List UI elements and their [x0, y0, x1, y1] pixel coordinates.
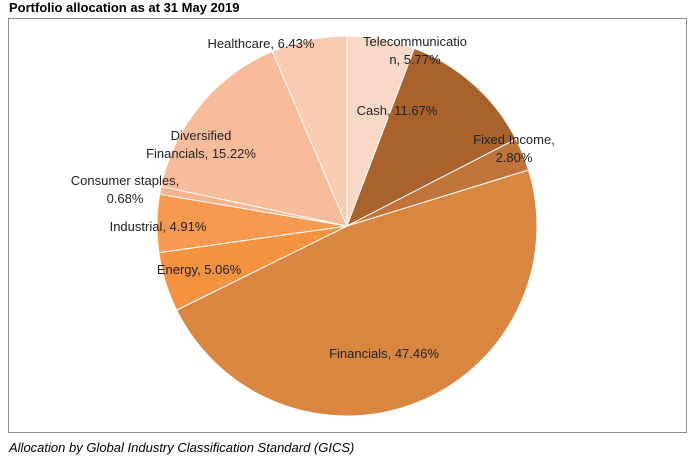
- chart-title: Portfolio allocation as at 31 May 2019: [9, 0, 240, 15]
- data-label-consumer-staples: Consumer staples, 0.68%: [71, 173, 179, 206]
- chart-frame: Telecommunicatio n, 5.77% Cash, 11.67% Fixe…: [8, 18, 687, 433]
- data-label-financials: Financials, 47.46%: [329, 346, 439, 361]
- pie-slice-diversified-financials: [160, 50, 348, 227]
- pie-chart: Telecommunicatio n, 5.77% Cash, 11.67% Fixe…: [71, 34, 555, 417]
- data-label-energy: Energy, 5.06%: [157, 262, 242, 277]
- data-label-fixed-income: Fixed Income, 2.80%: [473, 132, 555, 165]
- data-label-industrial: Industrial, 4.91%: [110, 219, 207, 234]
- data-label-telecommunication: Telecommunicatio n, 5.77%: [363, 34, 467, 67]
- data-label-cash: Cash, 11.67%: [357, 103, 438, 118]
- chart-caption: Allocation by Global Industry Classifica…: [9, 440, 355, 455]
- data-label-healthcare: Healthcare, 6.43%: [208, 36, 315, 51]
- pie-slice-cash: [346, 47, 517, 228]
- data-label-diversified-financials: Diversified Financials, 15.22%: [146, 128, 256, 161]
- pie-slice-healthcare: [271, 35, 348, 227]
- pie-slice-financials: [175, 169, 538, 417]
